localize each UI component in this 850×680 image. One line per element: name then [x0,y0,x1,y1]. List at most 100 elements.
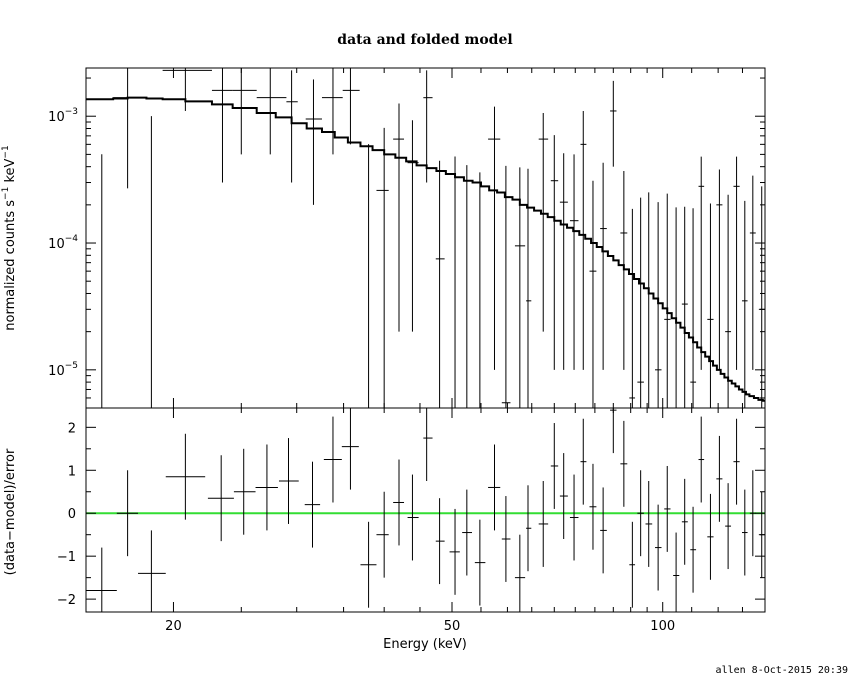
data-point [162,68,212,111]
data-point [211,68,233,183]
residual-point [423,408,433,482]
footer-stamp: allen 8-Oct-2015 20:39 [716,665,848,676]
residual-point [304,461,321,548]
data-point [286,70,298,183]
data-point [256,68,287,155]
data-point [620,170,628,370]
y-tick-label: −2 [57,593,76,608]
residual-point [655,504,662,591]
data-point [474,172,486,409]
data-point [698,156,705,370]
data-point [725,194,732,408]
x-axis-label: Energy (keV) [383,637,467,652]
top-panel: 10−3 10−4 10−5 [48,67,766,409]
residual-point [360,521,377,608]
data-point [758,186,765,408]
x-tick-label: 50 [444,619,461,634]
residual-point [742,489,748,576]
data-point [637,197,644,408]
residual-point [255,444,278,531]
y-tick-label: −1 [57,550,76,565]
residual-point [514,534,526,612]
data-point [707,203,714,408]
residual-point [393,459,405,546]
data-point [342,68,360,145]
bottom-plot-frame [85,407,766,613]
data-point [629,208,636,408]
data-point [407,120,419,332]
data-point [681,206,688,408]
residual-point [620,420,628,507]
residual-point [707,493,714,580]
model-line [86,96,765,402]
data-point [423,70,433,183]
top-plot-frame [85,67,766,409]
residual-point [435,498,445,585]
residual-point [116,470,139,557]
residual-point [681,478,688,565]
data-point [600,162,607,370]
data-point [488,106,501,370]
data-point [321,68,343,155]
y-tick-label: 1 [68,464,76,479]
residual-point [233,448,256,535]
y-tick-label: 0 [68,507,76,522]
data-point [449,156,460,409]
top-y-axis-label: normalized counts s−1 keV−1 [1,145,18,330]
data-point [716,169,723,370]
data-point [742,200,748,408]
residual-point [559,453,568,539]
top-axis-ticks: 10−3 10−4 10−5 [48,68,766,408]
y-tick-label: 10−5 [48,361,78,379]
residual-point [637,470,644,557]
x-tick-label: 100 [650,619,675,634]
data-point [514,167,526,408]
data-point [589,180,597,408]
data-point [690,208,697,408]
y-tick-label: 2 [68,421,76,436]
bottom-y-axis-label: (data−model)/error [3,448,18,575]
residual-point [569,474,579,561]
residual-point [501,496,511,582]
residual-point [407,474,419,561]
residual-point [138,530,166,612]
data-point [664,193,671,408]
residual-point [376,491,389,578]
data-point [305,79,322,205]
residual-point [488,444,501,531]
data-point [462,165,473,409]
residual-point [749,470,756,557]
data-point [569,154,579,370]
data-point [538,113,549,332]
residual-point [725,483,732,570]
residual-point [165,433,206,520]
residual-point [526,485,532,572]
residual-point [673,532,680,612]
data-point [232,68,257,155]
residual-point [538,481,549,567]
residual-point [733,418,740,505]
data-point [733,156,740,370]
data-point [645,192,653,409]
data-point [113,68,147,189]
residual-point [278,438,299,524]
residual-point [664,465,671,552]
bottom-panel: 20 50 100 2 1 0 −1 −2 [57,407,766,634]
x-tick-label: 20 [165,619,182,634]
residual-point [449,508,460,595]
residual-point [698,416,705,503]
residual-point [589,463,597,550]
residual-point [600,487,607,574]
data-point [501,165,511,408]
data-point [610,80,617,167]
residual-point [207,455,234,542]
residual-point [341,408,359,490]
data-point [749,175,756,370]
residual-point [610,408,617,454]
y-tick-label: 10−4 [48,234,78,252]
y-tick-label: 10−3 [48,107,78,125]
residual-point [462,489,473,576]
data-point [673,207,680,409]
residual-point [645,481,653,567]
